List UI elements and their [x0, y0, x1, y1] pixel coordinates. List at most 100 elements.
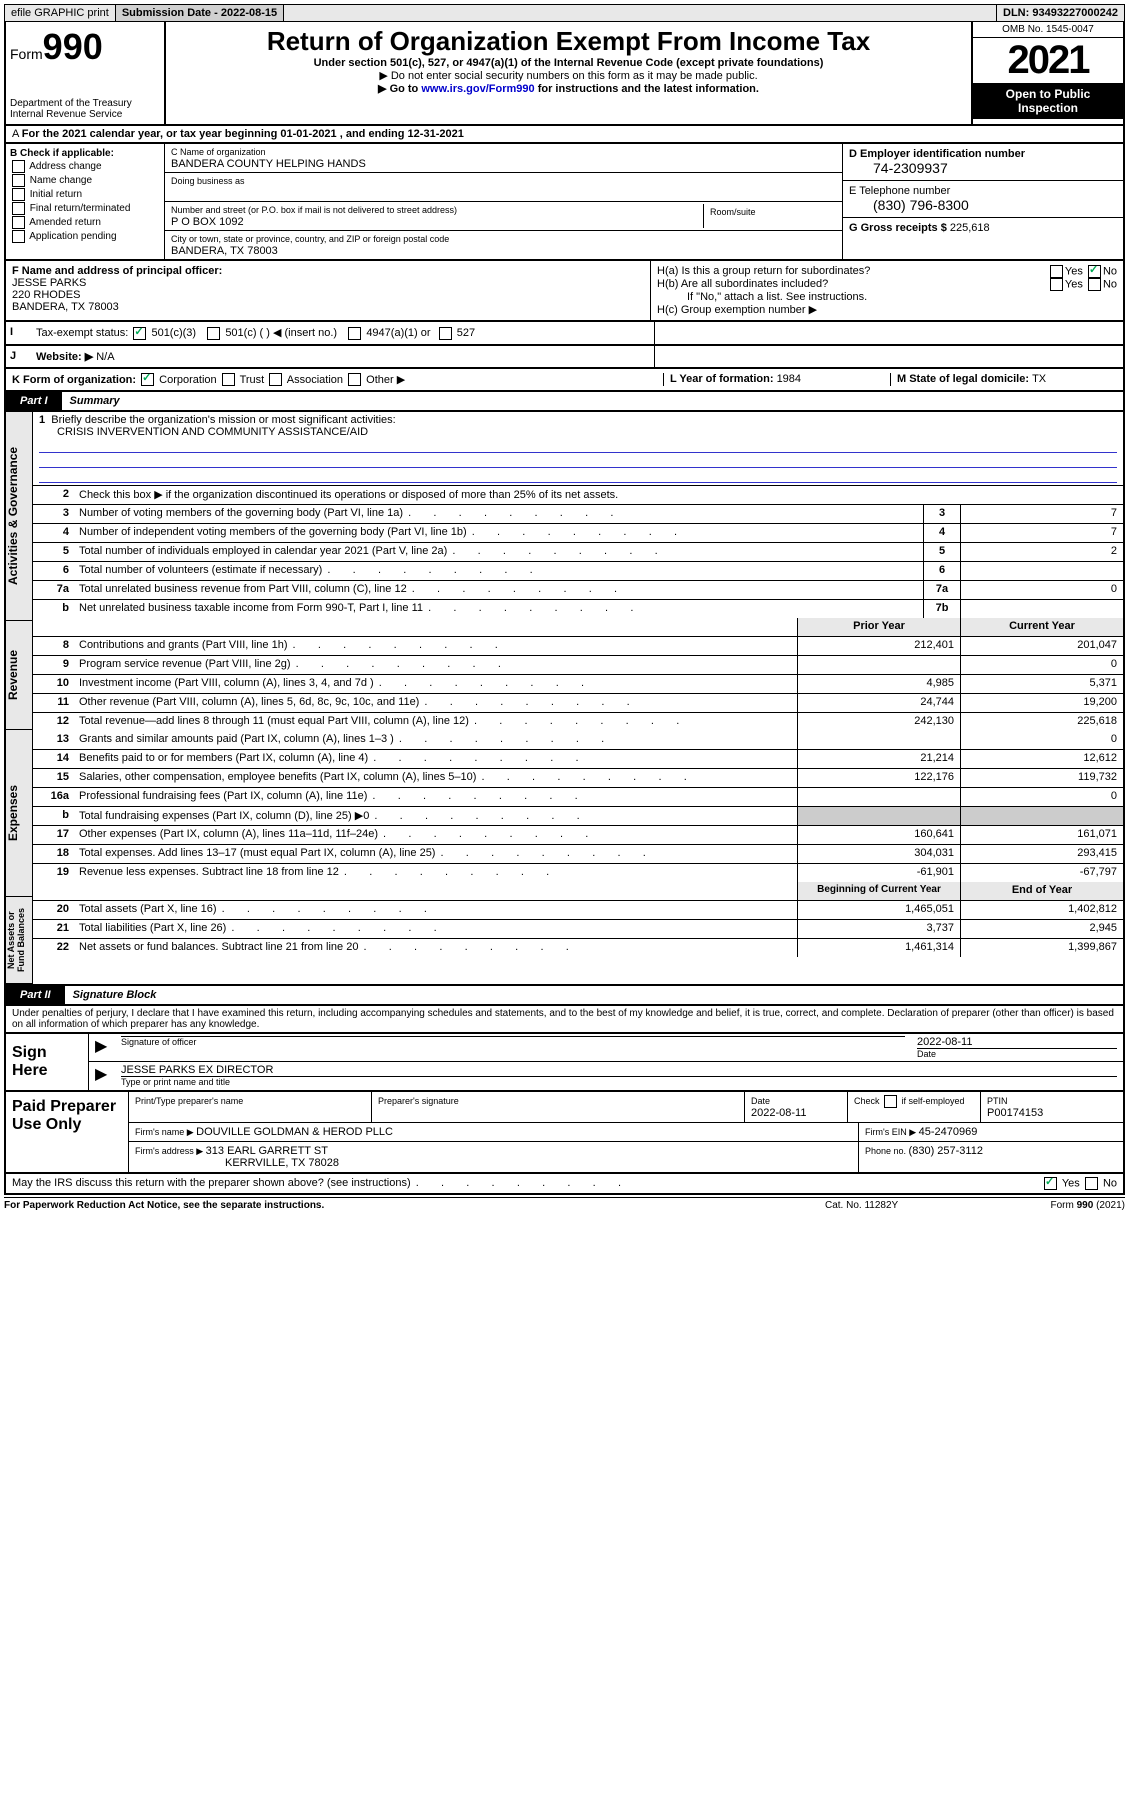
firm-phone: (830) 257-3112 — [909, 1145, 983, 1157]
footer-mid: Cat. No. 11282Y — [825, 1200, 965, 1211]
name-title-label: Type or print name and title — [121, 1076, 1117, 1087]
cb-assoc[interactable] — [269, 373, 282, 386]
summary-line: 12Total revenue—add lines 8 through 11 (… — [33, 713, 1123, 731]
hb-yes[interactable] — [1050, 278, 1063, 291]
ein-label: D Employer identification number — [849, 148, 1025, 160]
cb-name-change[interactable]: Name change — [10, 174, 160, 187]
cb-527[interactable] — [439, 327, 452, 340]
row-k: K Form of organization: Corporation Trus… — [4, 369, 1125, 393]
subtitle-3: ▶ Go to www.irs.gov/Form990 for instruct… — [170, 82, 967, 95]
hb-no[interactable] — [1088, 278, 1101, 291]
summary-line: 5Total number of individuals employed in… — [33, 543, 1123, 562]
summary-line: 21Total liabilities (Part X, line 26)3,7… — [33, 920, 1123, 939]
form-word: Form — [10, 46, 43, 62]
firm-addr1: 313 EARL GARRETT ST — [206, 1145, 328, 1157]
discuss-yes[interactable] — [1044, 1177, 1057, 1190]
block-fh: F Name and address of principal officer:… — [4, 261, 1125, 322]
row-j: J Website: ▶ N/A — [4, 346, 1125, 369]
hb-label: H(b) Are all subordinates included? — [657, 278, 1048, 291]
org-name: BANDERA COUNTY HELPING HANDS — [171, 158, 366, 170]
part2-header: Part II Signature Block — [4, 986, 1125, 1006]
summary-line: 7aTotal unrelated business revenue from … — [33, 581, 1123, 600]
dba-label: Doing business as — [171, 176, 245, 186]
hdr-begin-year: Beginning of Current Year — [797, 882, 960, 900]
summary-line: 22Net assets or fund balances. Subtract … — [33, 939, 1123, 957]
mission-text: CRISIS INVERVENTION AND COMMUNITY ASSIST… — [39, 426, 1117, 438]
street-label: Number and street (or P.O. box if mail i… — [171, 205, 457, 215]
cb-501c[interactable] — [207, 327, 220, 340]
form-number: 990 — [43, 26, 103, 67]
ha-yes[interactable] — [1050, 265, 1063, 278]
form-title: Return of Organization Exempt From Incom… — [170, 26, 967, 57]
vtab-netassets: Net Assets or Fund Balances — [6, 897, 33, 984]
summary-line: 20Total assets (Part X, line 16)1,465,05… — [33, 901, 1123, 920]
cb-4947[interactable] — [348, 327, 361, 340]
footer-right: Form 990 (2021) — [965, 1200, 1125, 1211]
form990-link[interactable]: www.irs.gov/Form990 — [421, 83, 534, 95]
officer-addr1: 220 RHODES — [12, 289, 80, 301]
b-header: B Check if applicable: — [10, 148, 114, 159]
public-inspection: Open to Public Inspection — [973, 83, 1123, 119]
signature-declaration: Under penalties of perjury, I declare th… — [4, 1006, 1125, 1034]
city-label: City or town, state or province, country… — [171, 234, 449, 244]
summary-line: 16aProfessional fundraising fees (Part I… — [33, 788, 1123, 807]
cb-initial[interactable]: Initial return — [10, 188, 160, 201]
line1-label: Briefly describe the organization's miss… — [51, 414, 395, 426]
l-label: L Year of formation: — [670, 373, 777, 385]
room-label: Room/suite — [710, 207, 756, 217]
firm-addr-label: Firm's address ▶ — [135, 1146, 206, 1156]
irs-label: Internal Revenue Service — [10, 109, 160, 120]
summary-line: 9Program service revenue (Part VIII, lin… — [33, 656, 1123, 675]
summary-line: 10Investment income (Part VIII, column (… — [33, 675, 1123, 694]
website-label: Website: ▶ — [36, 351, 93, 363]
efile-label[interactable]: efile GRAPHIC print — [5, 5, 116, 21]
gross-label: G Gross receipts $ — [849, 222, 950, 234]
summary-line: 11Other revenue (Part VIII, column (A), … — [33, 694, 1123, 713]
website-value: N/A — [96, 351, 114, 363]
discuss-row: May the IRS discuss this return with the… — [4, 1174, 1125, 1195]
cb-amended[interactable]: Amended return — [10, 216, 160, 229]
cb-corp[interactable] — [141, 373, 154, 386]
cb-final[interactable]: Final return/terminated — [10, 202, 160, 215]
gross-value: 225,618 — [950, 222, 990, 234]
discuss-text: May the IRS discuss this return with the… — [12, 1177, 411, 1189]
firm-label: Firm's name ▶ — [135, 1127, 196, 1137]
line2-text: Check this box ▶ if the organization dis… — [75, 486, 1123, 504]
submission-date[interactable]: Submission Date - 2022-08-15 — [116, 5, 284, 21]
cb-trust[interactable] — [222, 373, 235, 386]
summary-line: 15Salaries, other compensation, employee… — [33, 769, 1123, 788]
tax-status-label: Tax-exempt status: — [36, 327, 128, 339]
vtab-expenses: Expenses — [6, 730, 33, 897]
ptin-value: P00174153 — [987, 1107, 1043, 1119]
c-name-label: C Name of organization — [171, 147, 266, 157]
summary-line: 17Other expenses (Part IX, column (A), l… — [33, 826, 1123, 845]
part2-tag: Part II — [6, 986, 65, 1004]
dln: DLN: 93493227000242 — [996, 5, 1124, 21]
preparer-header: Paid Preparer Use Only — [6, 1092, 129, 1172]
vtab-governance: Activities & Governance — [6, 412, 33, 621]
part2-title: Signature Block — [65, 989, 157, 1001]
prep-name-label: Print/Type preparer's name — [135, 1096, 243, 1106]
sign-here-block: Sign Here ▶ Signature of officer 2022-08… — [4, 1034, 1125, 1092]
part1-title: Summary — [62, 395, 120, 407]
city-value: BANDERA, TX 78003 — [171, 245, 278, 257]
cb-other[interactable] — [348, 373, 361, 386]
cb-address-change[interactable]: Address change — [10, 160, 160, 173]
footer-left: For Paperwork Reduction Act Notice, see … — [4, 1200, 825, 1211]
cb-501c3[interactable] — [133, 327, 146, 340]
summary-line: bNet unrelated business taxable income f… — [33, 600, 1123, 618]
officer-name: JESSE PARKS — [12, 277, 86, 289]
subtitle-1: Under section 501(c), 527, or 4947(a)(1)… — [170, 57, 967, 69]
cb-self-employed[interactable] — [884, 1095, 897, 1108]
prep-date-label: Date — [751, 1096, 770, 1106]
officer-addr2: BANDERA, TX 78003 — [12, 301, 119, 313]
f-label: F Name and address of principal officer: — [12, 265, 222, 277]
ptin-label: PTIN — [987, 1096, 1008, 1106]
summary-line: 14Benefits paid to or for members (Part … — [33, 750, 1123, 769]
top-toolbar: efile GRAPHIC print Submission Date - 20… — [4, 4, 1125, 22]
prep-date: 2022-08-11 — [751, 1107, 806, 1119]
ha-no[interactable] — [1088, 265, 1101, 278]
summary-line: bTotal fundraising expenses (Part IX, co… — [33, 807, 1123, 826]
discuss-no[interactable] — [1085, 1177, 1098, 1190]
cb-pending[interactable]: Application pending — [10, 230, 160, 243]
